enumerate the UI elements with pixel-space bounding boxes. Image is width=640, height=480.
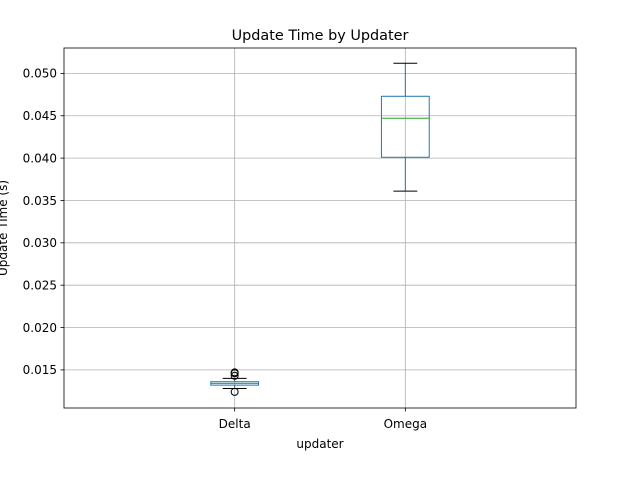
x-axis-ticks: Delta Omega	[219, 408, 427, 431]
x-axis-label: updater	[296, 437, 343, 451]
boxes	[210, 62, 430, 396]
y-tick-label: 0.035	[23, 194, 57, 208]
box-omega	[380, 62, 430, 192]
y-axis-ticks: 0.015 0.020 0.025 0.030 0.035 0.040 0.045 0.050	[23, 67, 64, 377]
y-tick-label: 0.030	[23, 236, 57, 250]
y-tick-label: 0.045	[23, 109, 57, 123]
plot-area-frame	[63, 47, 577, 409]
grid-lines	[64, 48, 576, 408]
box-delta	[210, 368, 260, 396]
outlier-point	[230, 371, 239, 380]
outlier-point	[230, 387, 239, 396]
y-tick-label: 0.050	[23, 67, 57, 81]
x-tick-label: Delta	[219, 417, 251, 431]
y-tick-label: 0.020	[23, 321, 57, 335]
y-axis-label: Update Time (s)	[0, 180, 10, 276]
x-tick-label: Omega	[384, 417, 428, 431]
chart-title: Update Time by Updater	[232, 28, 409, 44]
y-tick-label: 0.040	[23, 151, 57, 165]
box-iqr	[380, 95, 430, 158]
y-tick-label: 0.025	[23, 278, 57, 292]
y-tick-label: 0.015	[23, 363, 57, 377]
outlier-point	[230, 368, 239, 377]
